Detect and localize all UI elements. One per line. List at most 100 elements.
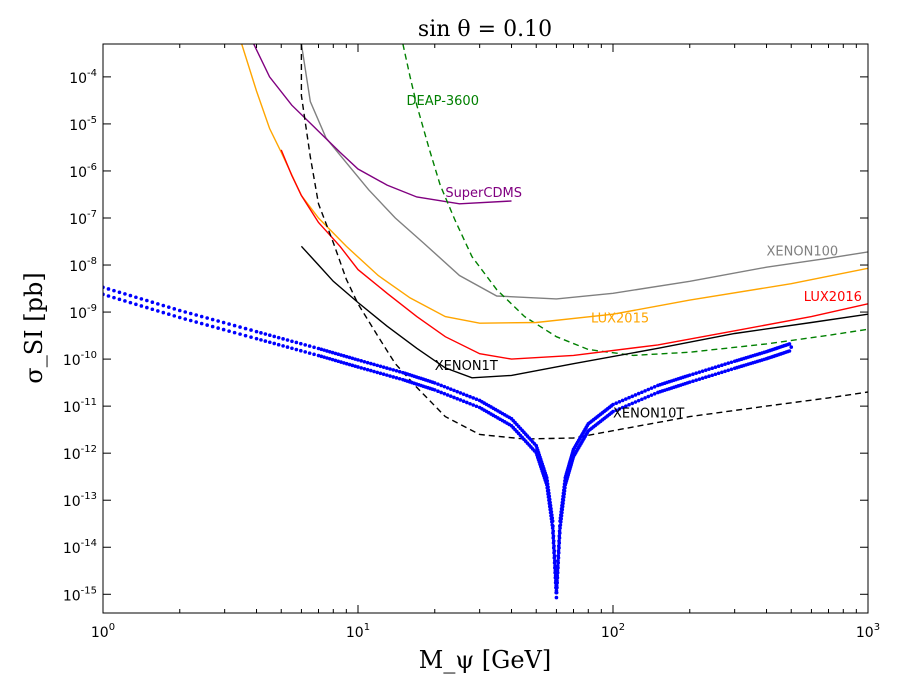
data-point bbox=[285, 345, 290, 349]
data-point bbox=[183, 317, 188, 321]
data-point bbox=[281, 337, 285, 341]
curve-label-deap-3600: DEAP-3600 bbox=[407, 94, 479, 109]
series-line-lux2015 bbox=[241, 44, 868, 324]
data-point bbox=[465, 393, 469, 398]
data-point bbox=[474, 404, 479, 409]
data-point bbox=[243, 333, 248, 338]
y-tick-label: 10-8 bbox=[69, 256, 97, 275]
y-tick-label: 10-9 bbox=[69, 303, 97, 322]
data-point bbox=[787, 349, 792, 353]
data-point bbox=[199, 314, 204, 319]
data-point bbox=[550, 516, 555, 520]
data-point bbox=[652, 392, 657, 396]
data-point bbox=[562, 492, 566, 496]
data-point bbox=[556, 561, 561, 565]
data-point bbox=[557, 541, 562, 545]
data-point bbox=[547, 497, 552, 502]
data-point bbox=[112, 295, 116, 300]
data-point bbox=[210, 317, 215, 322]
data-point bbox=[347, 362, 352, 367]
data-point bbox=[555, 585, 559, 590]
data-point bbox=[303, 343, 308, 347]
data-point bbox=[350, 356, 355, 361]
y-axis-label: σ_SI [pb] bbox=[20, 272, 48, 383]
data-point bbox=[649, 386, 654, 390]
data-point bbox=[210, 324, 215, 329]
data-point bbox=[272, 334, 277, 339]
data-point bbox=[471, 403, 476, 407]
data-point bbox=[710, 373, 715, 378]
data-point bbox=[365, 360, 370, 365]
data-point bbox=[243, 326, 248, 331]
data-point bbox=[561, 501, 565, 506]
series-line-xenon1t bbox=[300, 245, 868, 379]
data-point bbox=[227, 329, 231, 333]
data-point bbox=[139, 297, 144, 301]
data-point bbox=[353, 364, 357, 368]
data-point bbox=[216, 319, 220, 323]
data-point bbox=[344, 354, 349, 359]
data-point bbox=[123, 292, 127, 296]
y-tick-label: 10-4 bbox=[69, 68, 97, 87]
data-point bbox=[556, 556, 561, 560]
data-point bbox=[150, 307, 155, 312]
data-point bbox=[713, 372, 718, 377]
data-point bbox=[172, 314, 177, 318]
data-point bbox=[455, 389, 460, 394]
data-point bbox=[339, 360, 343, 364]
data-point bbox=[432, 381, 437, 385]
data-point bbox=[550, 519, 555, 523]
data-point bbox=[316, 353, 321, 358]
data-point bbox=[442, 391, 447, 396]
data-point bbox=[439, 383, 443, 388]
data-point bbox=[359, 366, 364, 370]
curve-label-xenon100: XENON100 bbox=[767, 244, 839, 259]
data-point bbox=[558, 526, 562, 530]
data-point bbox=[333, 358, 338, 363]
data-point bbox=[546, 488, 551, 492]
data-point bbox=[636, 398, 641, 403]
data-point bbox=[117, 297, 122, 302]
data-point bbox=[553, 563, 557, 568]
data-point bbox=[290, 339, 294, 344]
data-point bbox=[336, 352, 341, 357]
data-point bbox=[432, 388, 437, 392]
chart-title: sin θ = 0.10 bbox=[418, 17, 552, 42]
data-point bbox=[276, 335, 281, 340]
data-point bbox=[630, 401, 635, 406]
data-point bbox=[643, 389, 647, 393]
data-point bbox=[319, 347, 324, 352]
data-point bbox=[394, 376, 399, 380]
data-point bbox=[465, 400, 469, 405]
data-point bbox=[381, 365, 386, 369]
data-point bbox=[620, 405, 625, 410]
data-point bbox=[145, 305, 149, 310]
data-point bbox=[726, 368, 731, 373]
data-point bbox=[636, 391, 641, 396]
data-point bbox=[327, 349, 332, 354]
data-point bbox=[177, 308, 182, 313]
data-point bbox=[322, 355, 326, 359]
data-point bbox=[720, 370, 724, 375]
data-point bbox=[640, 390, 644, 395]
data-point bbox=[391, 368, 396, 372]
data-point bbox=[145, 298, 149, 303]
data-point bbox=[263, 332, 268, 336]
data-point bbox=[442, 384, 447, 389]
data-point bbox=[471, 396, 476, 400]
data-point bbox=[630, 394, 635, 399]
data-point bbox=[551, 539, 556, 543]
data-point bbox=[268, 340, 272, 345]
data-point bbox=[294, 347, 299, 352]
data-point bbox=[448, 387, 453, 391]
data-point bbox=[183, 310, 188, 314]
data-point bbox=[336, 359, 341, 364]
data-point bbox=[547, 494, 552, 499]
data-point bbox=[290, 346, 294, 351]
data-point bbox=[156, 309, 160, 313]
data-point bbox=[372, 362, 376, 367]
data-point bbox=[723, 362, 727, 367]
data-point bbox=[339, 353, 343, 357]
data-point bbox=[298, 341, 303, 346]
series-layer bbox=[103, 44, 868, 600]
